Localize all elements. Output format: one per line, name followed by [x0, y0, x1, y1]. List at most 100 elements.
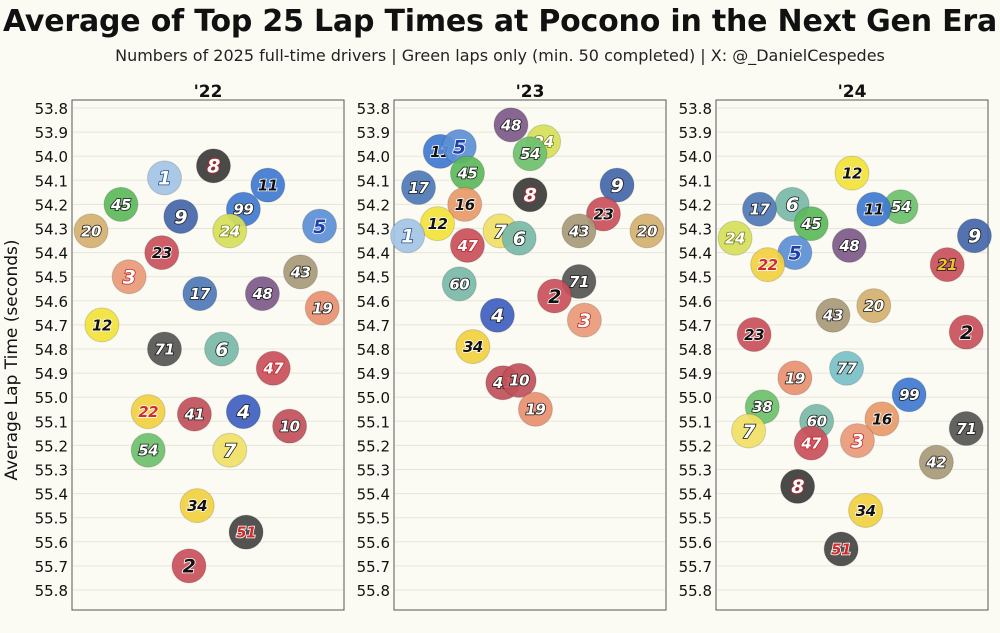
data-point-car-1: 1	[146, 160, 182, 196]
point-label: 19	[312, 299, 332, 317]
y-tick-label: 54.0	[357, 148, 390, 166]
point-label: 71	[956, 420, 976, 438]
data-point-car-11: 11	[856, 191, 892, 227]
point-marker	[176, 396, 212, 432]
point-label: 45	[800, 215, 821, 233]
point-label: 6	[786, 194, 799, 216]
point-label: 99	[899, 386, 919, 404]
point-marker	[304, 290, 340, 326]
point-marker	[948, 411, 984, 447]
data-point-car-41: 41	[176, 396, 212, 432]
point-marker	[736, 317, 772, 353]
point-marker	[948, 314, 984, 350]
data-point-car-19: 19	[777, 360, 813, 396]
y-tick-label: 55.3	[35, 462, 68, 480]
point-label: 7	[223, 440, 237, 462]
data-point-car-34: 34	[179, 488, 215, 524]
panel-0: 53.8 53.9 54.0 54.1 54.2 54.3 54.4 54.5 54.6 54.7…	[35, 82, 345, 611]
point-label: 43	[290, 263, 311, 281]
point-marker	[750, 247, 786, 283]
point-marker	[517, 391, 553, 427]
y-tick-label: 55.7	[679, 558, 712, 576]
y-tick-label: 55.8	[357, 582, 390, 600]
data-point-car-9: 9	[163, 198, 199, 234]
point-marker	[420, 206, 456, 242]
point-marker	[73, 213, 109, 249]
y-tick-label: 54.7	[679, 317, 712, 335]
point-label: 51	[236, 524, 256, 542]
point-marker	[717, 220, 753, 256]
point-label: 8	[791, 476, 804, 498]
chart-title: Average of Top 25 Lap Times at Pocono in…	[2, 4, 998, 39]
point-label: 71	[569, 273, 589, 291]
point-marker	[390, 218, 426, 254]
data-point-car-19: 19	[304, 290, 340, 326]
data-point-car-16: 16	[447, 186, 483, 222]
point-marker	[815, 297, 851, 333]
point-marker	[195, 148, 231, 184]
y-tick-label: 55.6	[357, 534, 390, 552]
point-marker	[536, 278, 572, 314]
point-label: 12	[428, 215, 448, 233]
data-point-car-34: 34	[848, 492, 884, 528]
point-label: 23	[744, 326, 764, 344]
data-point-car-3: 3	[566, 302, 602, 338]
point-label: 2	[548, 286, 561, 308]
data-point-car-7: 7	[212, 432, 248, 468]
data-point-car-54: 54	[130, 432, 166, 468]
point-label: 45	[110, 196, 131, 214]
point-label: 4	[490, 305, 504, 327]
point-label: 3	[851, 430, 864, 452]
y-tick-label: 53.9	[357, 124, 390, 142]
point-marker	[171, 548, 207, 584]
point-marker	[848, 492, 884, 528]
point-label: 34	[187, 497, 207, 515]
data-point-car-16: 16	[864, 401, 900, 437]
point-marker	[179, 488, 215, 524]
data-point-car-2: 2	[171, 548, 207, 584]
data-point-car-9: 9	[956, 218, 992, 254]
point-label: 45	[457, 164, 478, 182]
point-marker	[864, 401, 900, 437]
point-marker	[244, 276, 280, 312]
data-point-car-24: 24	[717, 220, 753, 256]
point-label: 22	[138, 403, 158, 421]
point-marker	[146, 160, 182, 196]
point-marker	[212, 213, 248, 249]
y-tick-label: 54.7	[357, 317, 390, 335]
data-point-car-77: 77	[829, 350, 865, 386]
point-marker	[501, 220, 537, 256]
data-point-car-20: 20	[856, 288, 892, 324]
point-label: 17	[750, 201, 771, 219]
point-label: 11	[864, 201, 884, 219]
point-marker	[929, 247, 965, 283]
data-point-car-5: 5	[441, 129, 477, 165]
point-marker	[255, 350, 291, 386]
point-label: 16	[872, 410, 892, 428]
point-label: 9	[611, 175, 624, 197]
data-point-car-4: 4	[479, 297, 515, 333]
data-point-car-10: 10	[501, 362, 537, 398]
data-point-car-43: 43	[815, 297, 851, 333]
point-marker	[111, 259, 147, 295]
point-label: 48	[838, 237, 859, 255]
y-tick-label: 55.4	[35, 486, 68, 504]
point-marker	[182, 276, 218, 312]
point-label: 8	[207, 156, 220, 178]
y-tick-label: 54.1	[679, 172, 712, 190]
data-point-car-17: 17	[742, 191, 778, 227]
y-tick-label: 54.5	[357, 269, 390, 287]
y-tick-label: 54.1	[357, 172, 390, 190]
data-point-car-17: 17	[400, 170, 436, 206]
y-tick-label: 54.3	[357, 221, 390, 239]
point-label: 10	[280, 418, 300, 436]
point-label: 43	[568, 222, 589, 240]
point-label: 99	[233, 201, 253, 219]
point-marker	[891, 377, 927, 413]
data-point-car-7: 7	[731, 413, 767, 449]
data-point-car-54: 54	[512, 136, 548, 172]
y-tick-label: 54.8	[357, 341, 390, 359]
point-label: 47	[800, 434, 822, 452]
y-tick-label: 54.7	[35, 317, 68, 335]
y-tick-label: 54.4	[679, 245, 712, 263]
